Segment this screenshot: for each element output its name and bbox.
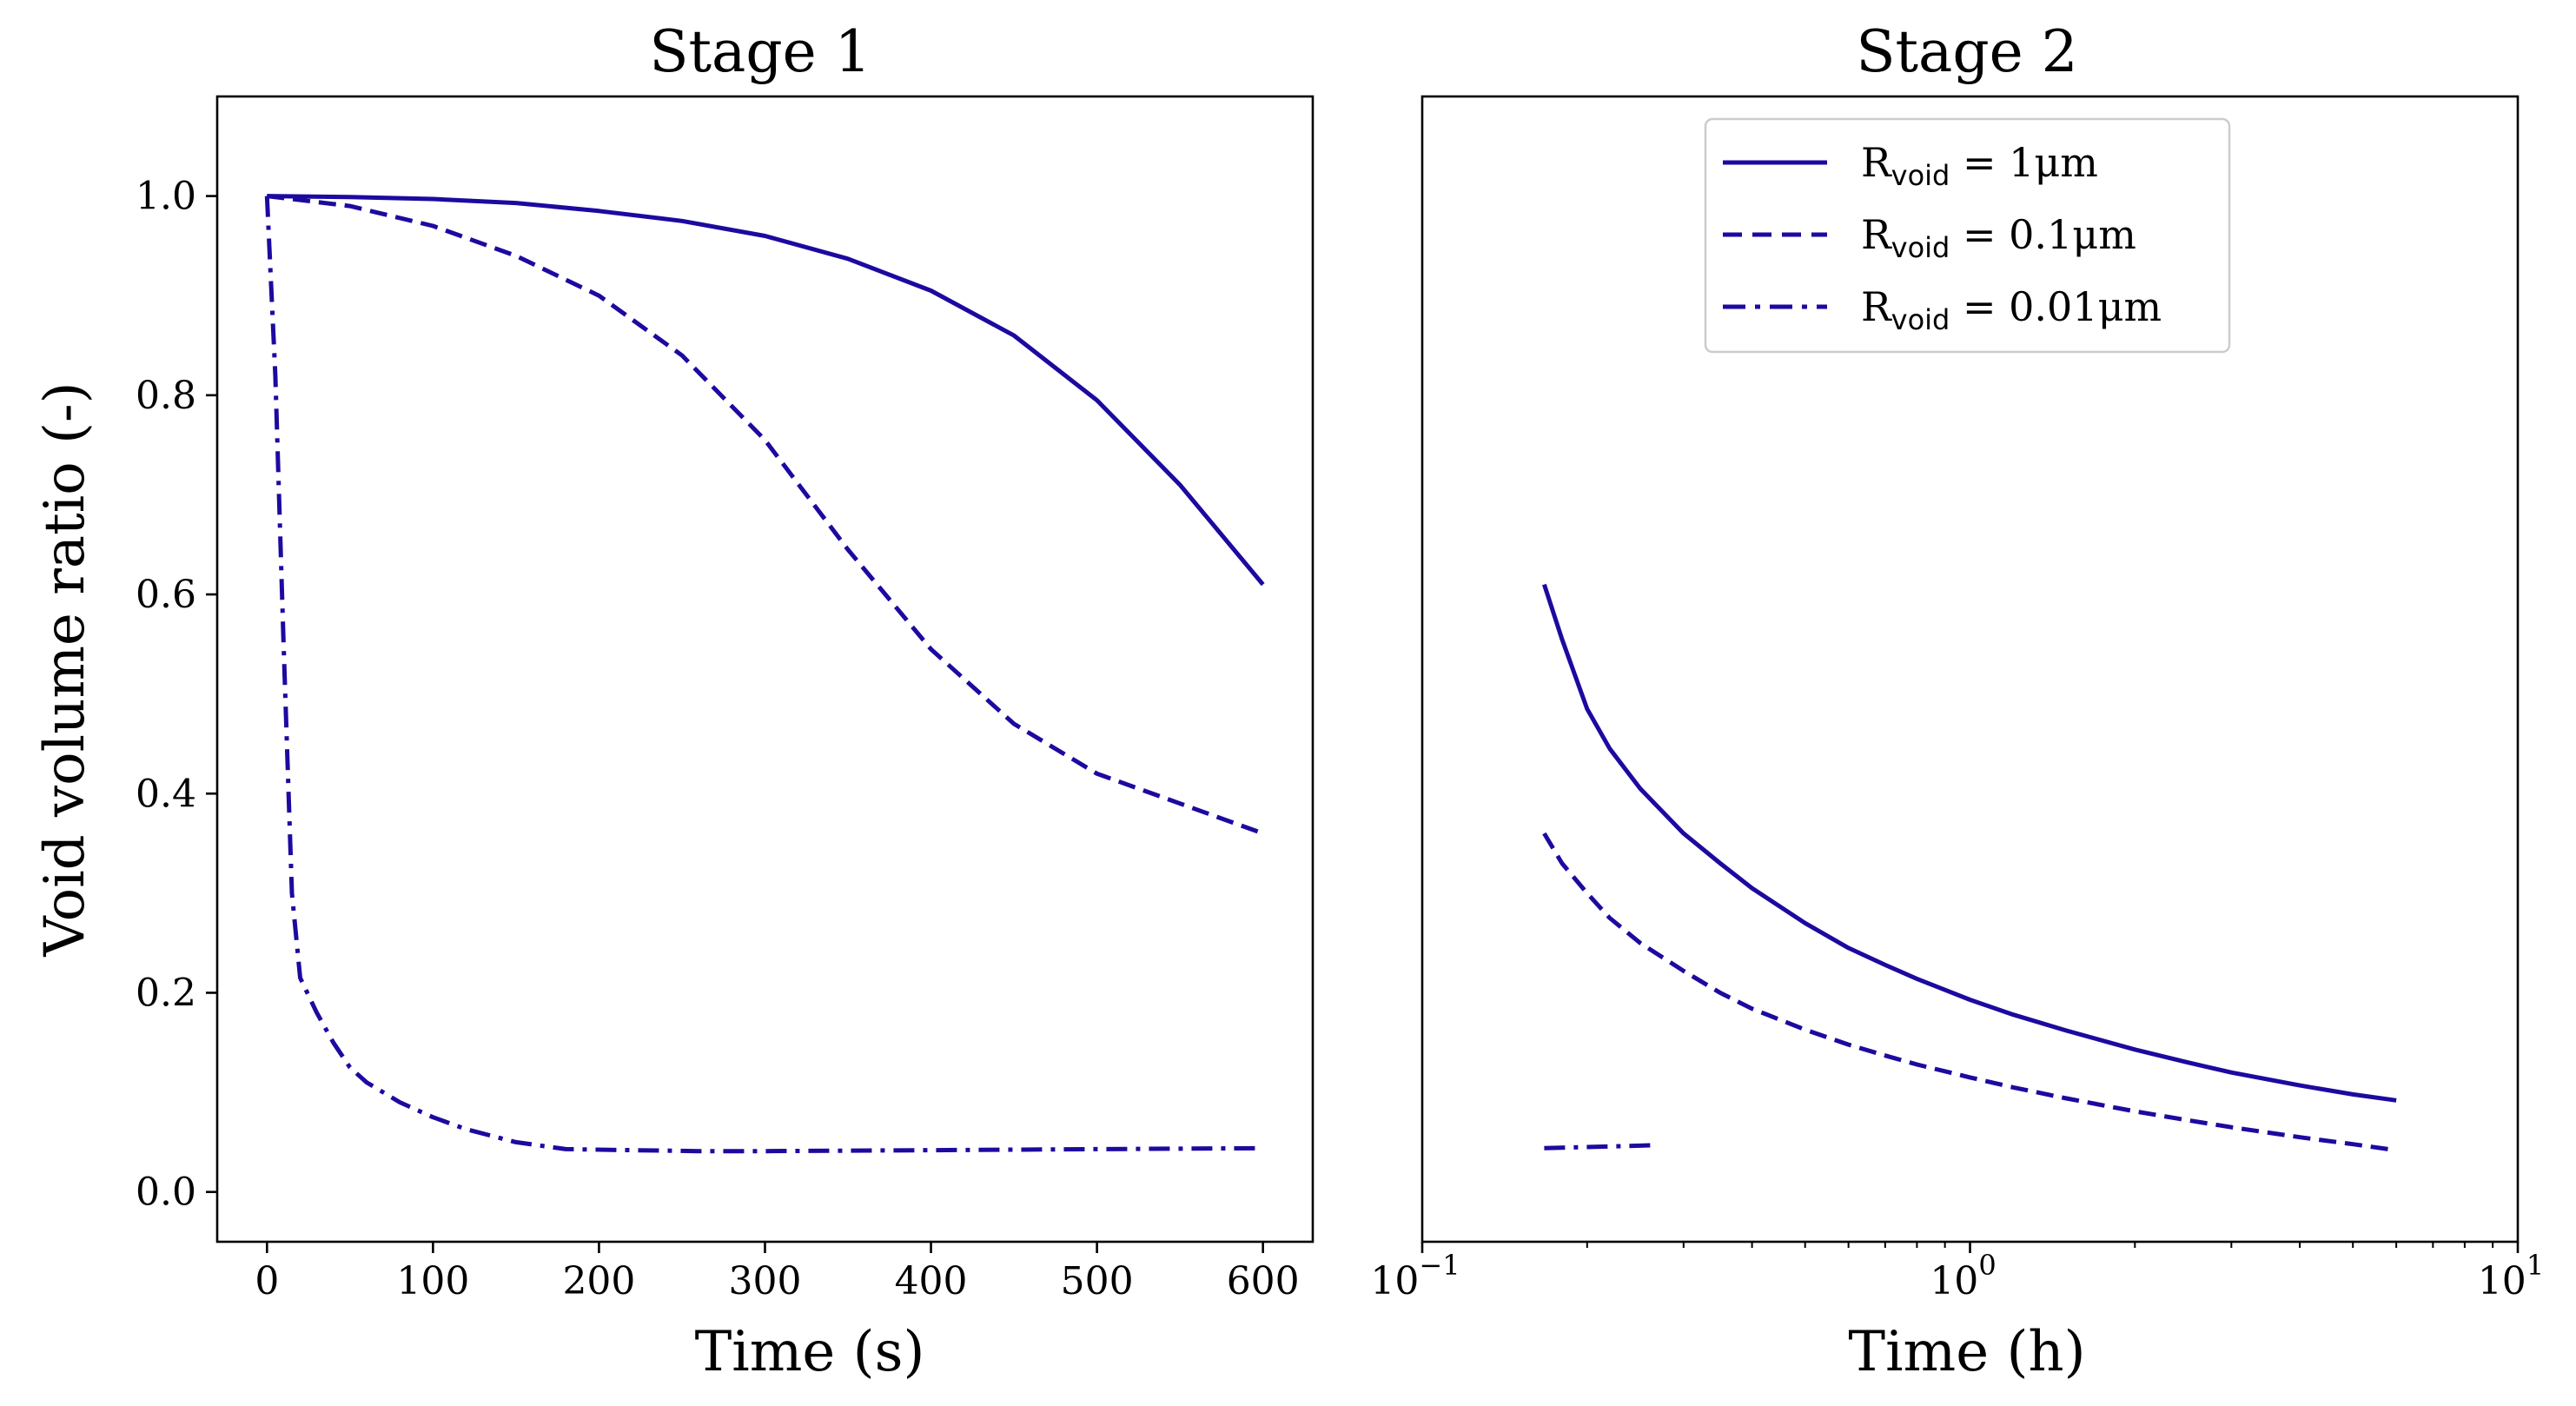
x-tick-label: 200 (562, 1259, 635, 1303)
legend: Rvoid = 1μm Rvoid = 0.1μm Rvoid = 0.01μm (1704, 117, 2231, 354)
x-tick-label: 101 (2478, 1249, 2544, 1303)
y-tick-label: 1.0 (136, 175, 196, 219)
stage-1-axes-frame (215, 95, 1314, 1244)
series-line-2-2-dashed (1542, 832, 2389, 1151)
stage-1-x-axis-label: Time (s) (695, 1320, 925, 1384)
stage-1-title: Stage 1 (649, 18, 871, 85)
legend-label: Rvoid = 0.1μm (1861, 211, 2136, 264)
y-tick-label: 0.8 (136, 374, 196, 418)
stage-2-x-axis-label: Time (h) (1848, 1320, 2085, 1384)
y-tick-label: 0.2 (136, 971, 196, 1015)
y-axis-label: Void volume ratio (-) (33, 381, 97, 957)
x-tick-label: 100 (396, 1259, 469, 1303)
stage-2-panel: Stage 2 10−1 100 101 Time (h) Rvoid = 1μmR… (1370, 18, 2544, 1384)
x-tick-label: 400 (895, 1259, 968, 1303)
stage-1-plot-area (264, 194, 1265, 1154)
x-tick-label: 0 (255, 1259, 279, 1303)
legend-frame (1704, 117, 2231, 354)
stage-2-title: Stage 2 (1856, 18, 2077, 85)
stage-1-ticks: 0 100 200 300 400 500 600 0.0 0.2 0.4 0.6 0.8 1.0 (136, 175, 1300, 1303)
y-tick-label: 0.4 (136, 772, 196, 816)
stage-2-ticks: 10−1 100 101 (1370, 1242, 2544, 1303)
series-line-1-1-solid (267, 194, 1265, 587)
series-line-2-1-solid (1542, 583, 2397, 1103)
legend-label: Rvoid = 1μm (1861, 139, 2098, 192)
x-tick-label: 100 (1930, 1249, 1996, 1303)
y-tick-label: 0.0 (136, 1171, 196, 1215)
x-tick-label: 600 (1227, 1259, 1300, 1303)
legend-label: Rvoid = 0.01μm (1861, 283, 2162, 336)
legend-entries: Rvoid = 1μm Rvoid = 0.1μm Rvoid = 0.01μm (1723, 139, 2162, 336)
x-tick-label: 10−1 (1370, 1249, 1460, 1303)
y-tick-label: 0.6 (136, 573, 196, 617)
x-tick-label: 500 (1061, 1259, 1134, 1303)
x-tick-label: 300 (729, 1259, 802, 1303)
series-line-1-2-dashed (267, 194, 1264, 836)
stage-1-panel: Stage 1 0 100 200 300 400 500 6000.00.20.40.60… (33, 18, 1314, 1384)
stage-2-plot-area (1542, 583, 2397, 1151)
series-line-1-3-dashdot (264, 196, 1263, 1154)
series-line-2-3-dashdot (1544, 1143, 1659, 1151)
